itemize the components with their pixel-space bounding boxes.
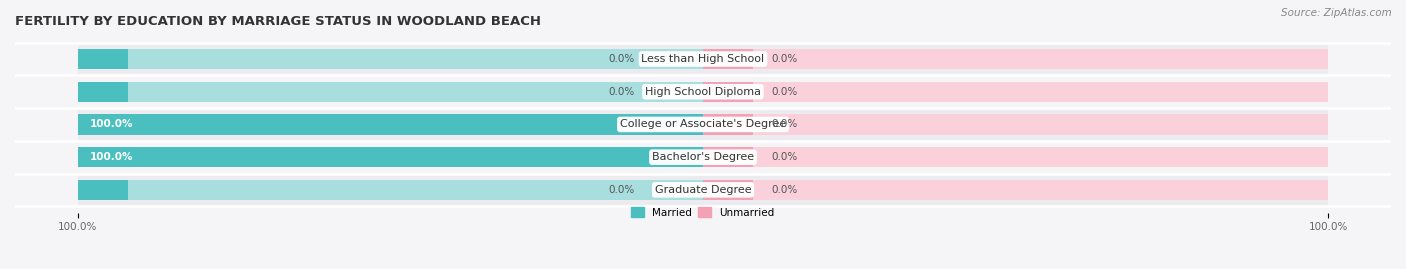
Bar — [77, 180, 703, 200]
Bar — [77, 180, 128, 200]
Text: College or Associate's Degree: College or Associate's Degree — [620, 119, 786, 129]
Text: 0.0%: 0.0% — [772, 119, 799, 129]
Text: FERTILITY BY EDUCATION BY MARRIAGE STATUS IN WOODLAND BEACH: FERTILITY BY EDUCATION BY MARRIAGE STATU… — [15, 15, 541, 28]
Bar — [77, 43, 1329, 75]
Bar — [77, 108, 1329, 141]
Bar — [77, 147, 703, 167]
Text: High School Diploma: High School Diploma — [645, 87, 761, 97]
Bar — [703, 82, 1329, 102]
Bar — [703, 114, 1329, 134]
Text: Less than High School: Less than High School — [641, 54, 765, 64]
Bar — [703, 114, 754, 134]
Text: 0.0%: 0.0% — [772, 54, 799, 64]
Text: Source: ZipAtlas.com: Source: ZipAtlas.com — [1281, 8, 1392, 18]
Bar — [703, 49, 754, 69]
Bar — [77, 82, 703, 102]
Text: 0.0%: 0.0% — [772, 185, 799, 195]
Bar — [77, 174, 1329, 206]
Bar — [703, 82, 754, 102]
Bar — [77, 82, 128, 102]
Bar — [77, 75, 1329, 108]
Bar — [703, 147, 1329, 167]
Text: 0.0%: 0.0% — [772, 87, 799, 97]
Bar — [77, 141, 1329, 174]
Bar — [703, 49, 1329, 69]
Bar — [703, 147, 754, 167]
Text: 0.0%: 0.0% — [607, 87, 634, 97]
Bar — [77, 147, 703, 167]
Bar — [77, 114, 703, 134]
Text: 0.0%: 0.0% — [607, 185, 634, 195]
Text: 0.0%: 0.0% — [607, 54, 634, 64]
Bar — [703, 180, 754, 200]
Text: 100.0%: 100.0% — [90, 152, 134, 162]
Text: Bachelor's Degree: Bachelor's Degree — [652, 152, 754, 162]
Text: Graduate Degree: Graduate Degree — [655, 185, 751, 195]
Text: 0.0%: 0.0% — [772, 152, 799, 162]
Bar — [77, 49, 128, 69]
Legend: Married, Unmarried: Married, Unmarried — [627, 203, 779, 222]
Bar — [77, 49, 703, 69]
Bar — [703, 180, 1329, 200]
Bar — [77, 114, 703, 134]
Text: 100.0%: 100.0% — [90, 119, 134, 129]
